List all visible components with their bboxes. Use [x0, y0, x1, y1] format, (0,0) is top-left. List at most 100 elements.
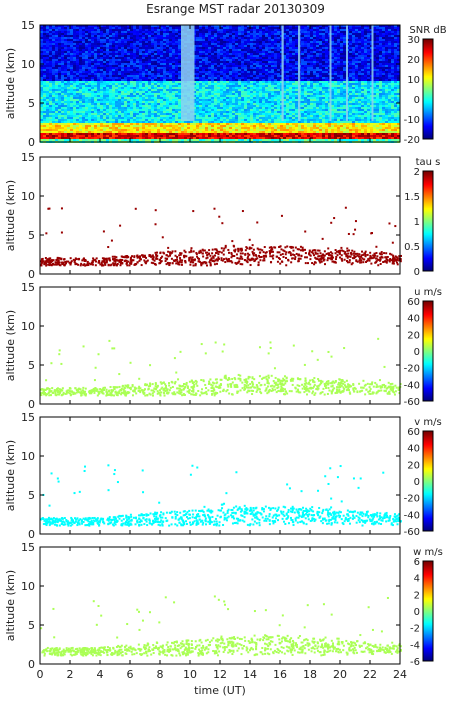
snr-cell: [247, 61, 250, 63]
snr-cell: [175, 67, 178, 69]
snr-cell: [175, 39, 178, 41]
snr-cell: [94, 101, 97, 103]
snr-cell: [169, 37, 172, 39]
snr-cell: [232, 123, 235, 125]
snr-cell: [172, 125, 175, 127]
snr-cell: [151, 39, 154, 41]
snr-cell: [202, 31, 205, 33]
snr-cell: [52, 43, 55, 45]
snr-cell: [259, 109, 262, 111]
snr-cell: [64, 29, 67, 31]
snr-cell: [238, 35, 241, 37]
snr-cell: [262, 57, 265, 59]
snr-cell: [103, 93, 106, 95]
snr-cell: [100, 131, 103, 133]
snr-cell: [217, 113, 220, 115]
snr-cell: [100, 33, 103, 35]
snr-cell: [73, 107, 76, 109]
snr-cell: [133, 107, 136, 109]
snr-cell: [76, 79, 79, 81]
snr-cell: [277, 65, 280, 67]
snr-cell: [277, 97, 280, 99]
snr-cell: [106, 115, 109, 117]
snr-cell: [118, 115, 121, 117]
snr-cell: [259, 115, 262, 117]
snr-cell: [151, 105, 154, 107]
snr-cell: [67, 71, 70, 73]
snr-cell: [103, 27, 106, 29]
snr-cell: [142, 87, 145, 89]
snr-cell: [124, 69, 127, 71]
snr-cell: [76, 103, 79, 105]
snr-cell: [283, 73, 286, 75]
snr-cell: [127, 103, 130, 105]
snr-cell: [178, 71, 181, 73]
snr-cell: [229, 77, 232, 79]
snr-cell: [229, 51, 232, 53]
snr-cell: [208, 45, 211, 47]
snr-cell: [217, 129, 220, 131]
snr-cell: [202, 135, 205, 137]
snr-cell: [283, 137, 286, 139]
snr-cell: [46, 39, 49, 41]
snr-cell: [250, 79, 253, 81]
snr-cell: [118, 61, 121, 63]
snr-cell: [46, 53, 49, 55]
snr-cell: [70, 111, 73, 113]
snr-cell: [133, 27, 136, 29]
snr-cell: [115, 103, 118, 105]
snr-cell: [157, 61, 160, 63]
snr-cell: [82, 33, 85, 35]
snr-cell: [196, 59, 199, 61]
snr-cell: [43, 45, 46, 47]
snr-cell: [202, 55, 205, 57]
snr-cell: [205, 53, 208, 55]
snr-cell: [232, 51, 235, 53]
snr-cell: [115, 33, 118, 35]
snr-cell: [139, 119, 142, 121]
snr-cell: [55, 43, 58, 45]
snr-cell: [190, 131, 193, 133]
snr-cell: [289, 107, 292, 109]
snr-cell: [64, 103, 67, 105]
snr-cell: [274, 97, 277, 99]
snr-cell: [91, 43, 94, 45]
snr-cell: [232, 35, 235, 37]
snr-cell: [163, 109, 166, 111]
snr-cell: [46, 107, 49, 109]
snr-cell: [82, 111, 85, 113]
snr-cell: [136, 105, 139, 107]
snr-cell: [211, 89, 214, 91]
snr-cell: [115, 69, 118, 71]
snr-cell: [217, 111, 220, 113]
snr-cell: [271, 117, 274, 119]
snr-cell: [130, 85, 133, 87]
snr-cell: [238, 27, 241, 29]
snr-cell: [166, 101, 169, 103]
snr-cell: [64, 37, 67, 39]
snr-cell: [121, 41, 124, 43]
snr-cell: [247, 59, 250, 61]
snr-cell: [151, 107, 154, 109]
snr-cell: [232, 119, 235, 121]
snr-cell: [136, 93, 139, 95]
snr-cell: [277, 77, 280, 79]
snr-cell: [229, 41, 232, 43]
snr-cell: [127, 105, 130, 107]
snr-cell: [196, 29, 199, 31]
snr-cell: [139, 125, 142, 127]
snr-cell: [61, 103, 64, 105]
snr-cell: [208, 59, 211, 61]
snr-cell: [277, 55, 280, 57]
snr-cell: [283, 69, 286, 71]
snr-cell: [106, 43, 109, 45]
snr-cell: [127, 127, 130, 129]
snr-cell: [211, 61, 214, 63]
snr-cell: [46, 83, 49, 85]
snr-cell: [244, 63, 247, 65]
snr-cell: [274, 77, 277, 79]
snr-cell: [277, 47, 280, 49]
snr-cell: [46, 115, 49, 117]
snr-cell: [64, 93, 67, 95]
snr-cell: [133, 25, 136, 27]
